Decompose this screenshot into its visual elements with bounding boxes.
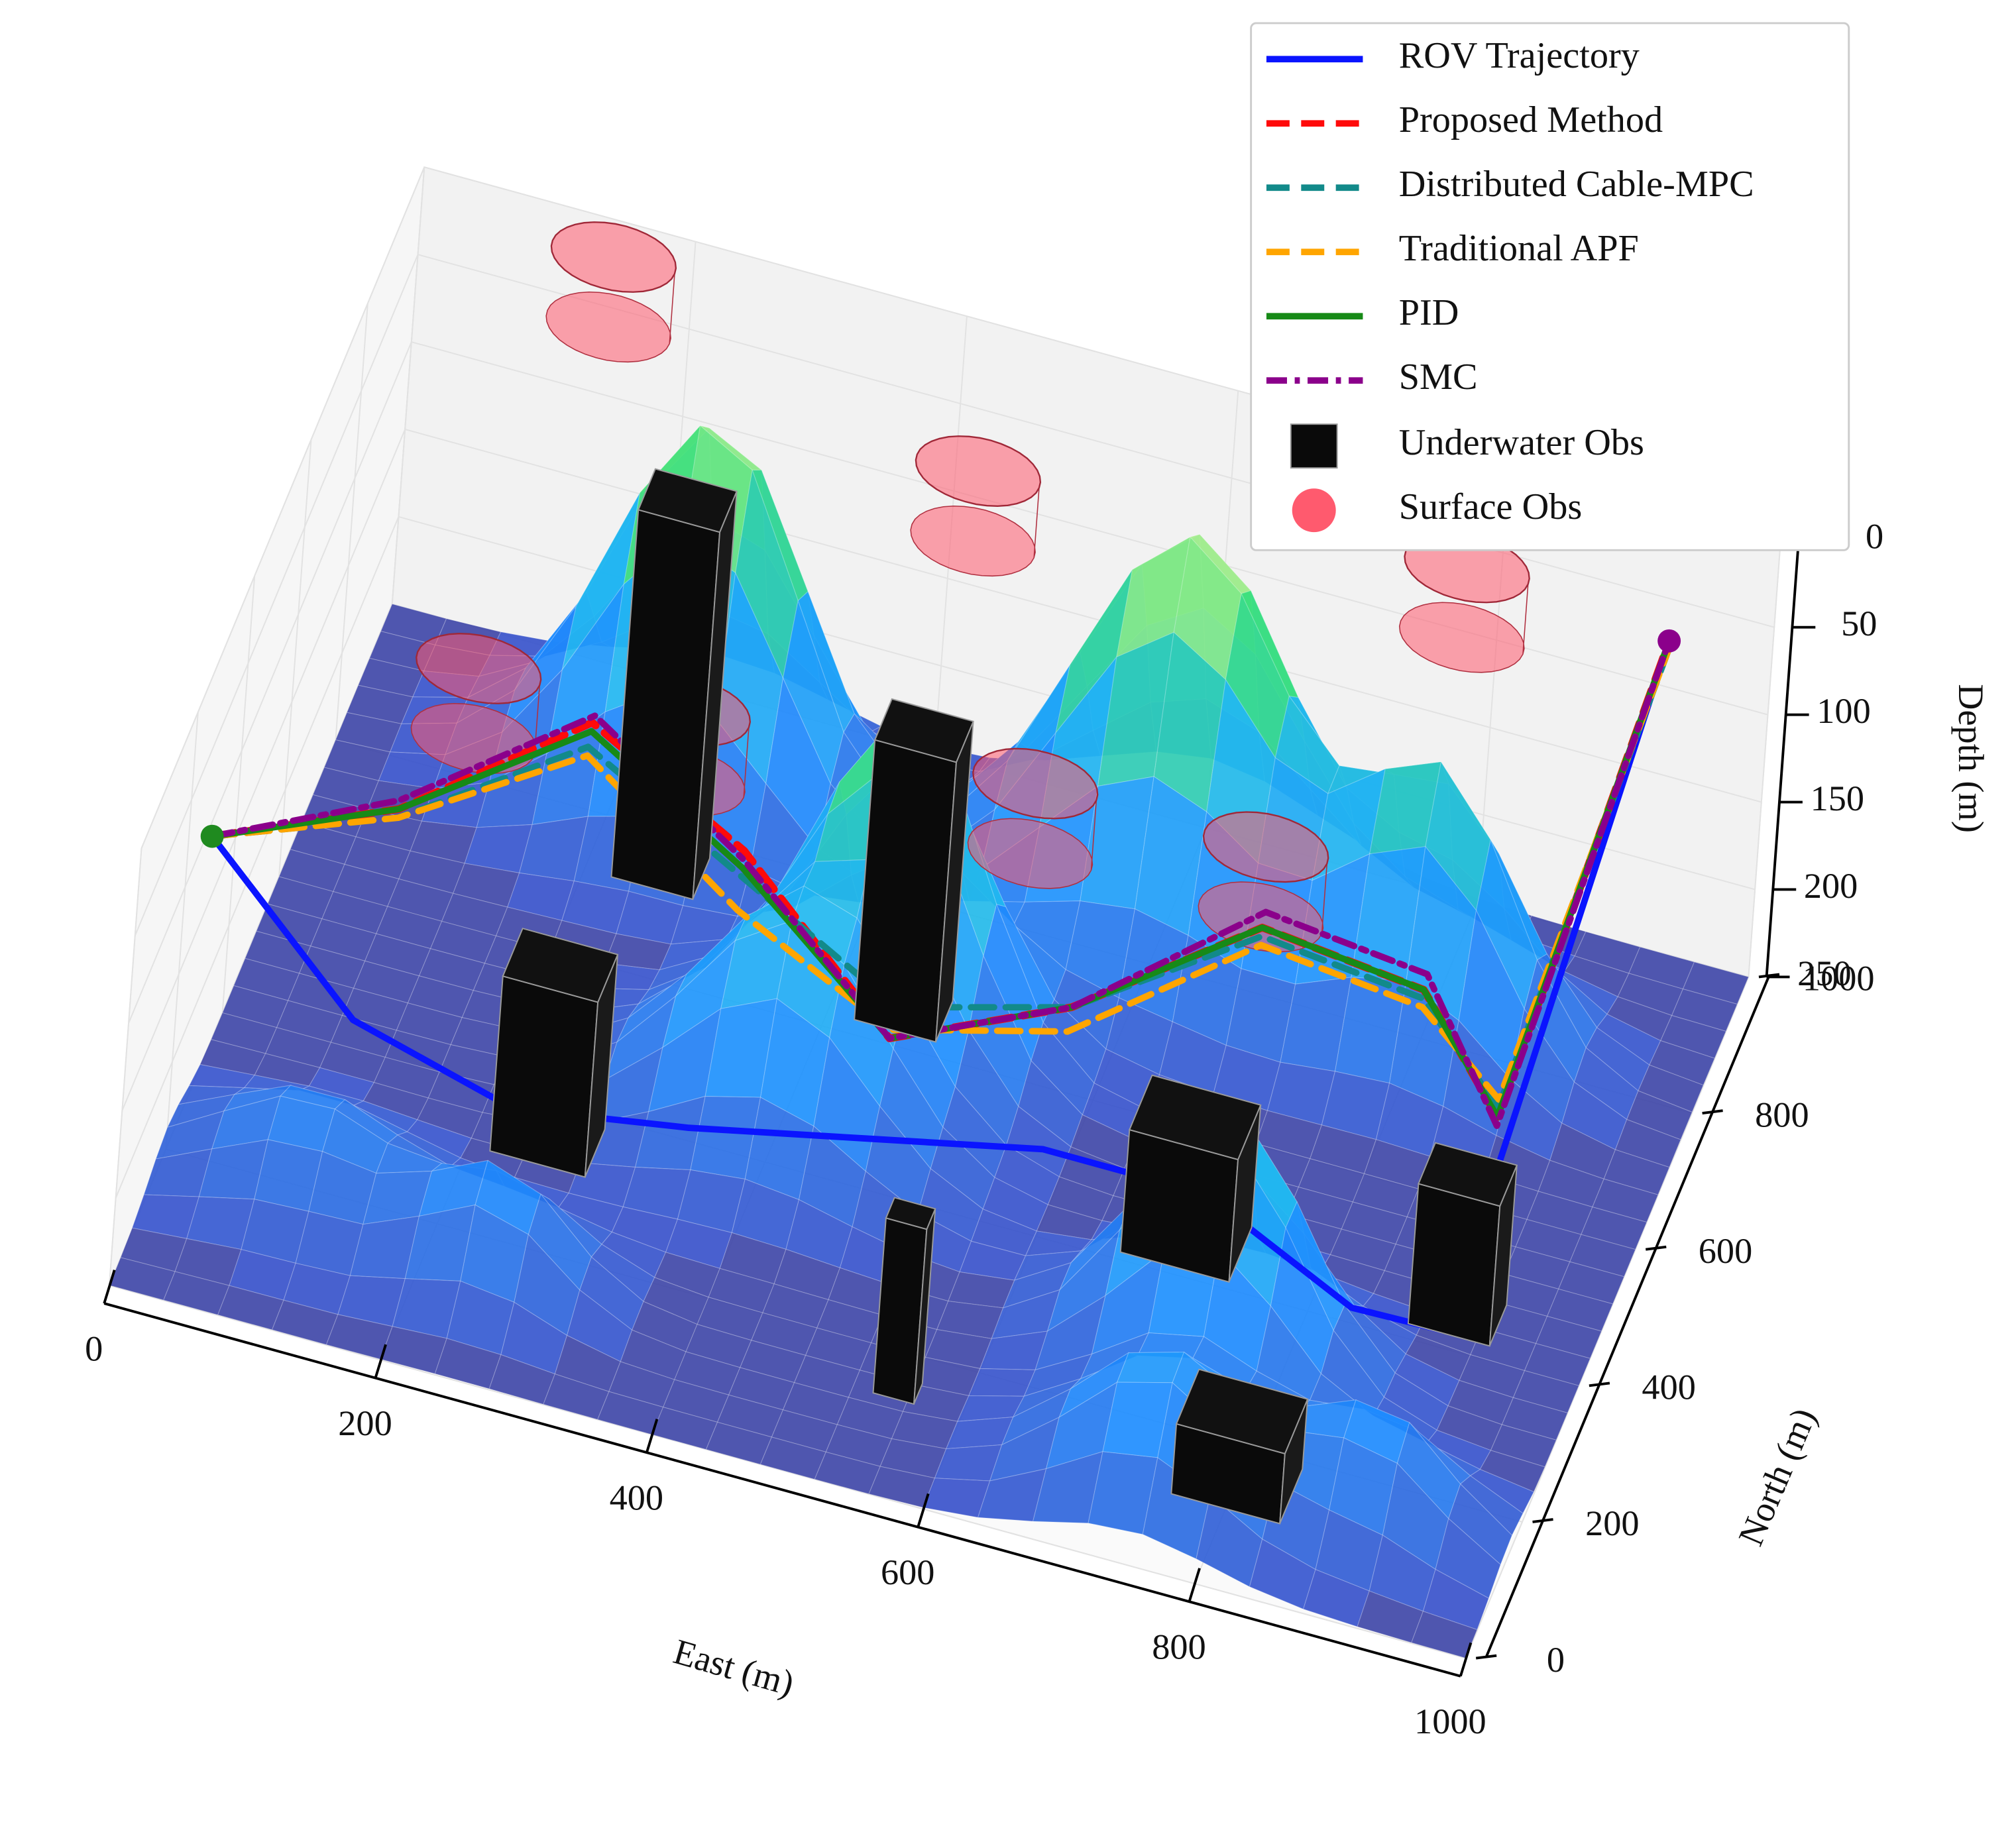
x-tick	[374, 1344, 387, 1379]
y-tick-label: 1000	[1803, 959, 1875, 999]
floor-cell	[1512, 1370, 1580, 1414]
y-axis-label: North (m)	[1731, 1402, 1824, 1551]
grid-line	[134, 254, 419, 936]
x-tick	[1188, 1568, 1201, 1602]
y-tick-label: 600	[1699, 1231, 1752, 1271]
legend-label: ROV Trajectory	[1399, 35, 1640, 76]
grid-line	[115, 516, 400, 1199]
z-axis-line	[1765, 539, 1801, 977]
plot-objects	[200, 221, 1681, 1525]
x-tick-label: 200	[338, 1403, 392, 1443]
legend-swatch	[1292, 488, 1336, 533]
floor-cell	[1479, 1450, 1545, 1493]
floor-cell	[1546, 1288, 1614, 1332]
z-tick-label: 150	[1811, 779, 1864, 818]
floor-cell	[1626, 1090, 1693, 1140]
z-tick-label: 250	[1797, 953, 1851, 993]
terrain-cell	[1422, 1568, 1490, 1631]
grid-line	[278, 439, 312, 877]
z-tick-label: 0	[1866, 516, 1883, 556]
grid-line	[411, 341, 1768, 716]
underwater-obstacle-top	[873, 698, 974, 763]
terrain-cell	[1469, 1468, 1535, 1514]
grid-line	[391, 167, 425, 604]
surface-obstacle-top	[915, 435, 1042, 507]
grid-line	[121, 429, 406, 1111]
underwater-obstacle-top	[1129, 1074, 1262, 1161]
grid-line	[1748, 539, 1781, 977]
legend-frame	[1250, 22, 1850, 551]
underwater-obstacle-top	[637, 468, 738, 533]
y-tick-label: 400	[1642, 1368, 1695, 1407]
x-tick	[645, 1419, 659, 1453]
y-axis-line	[1484, 975, 1771, 1658]
surface-obstacle-top	[972, 747, 1099, 820]
grid-line	[140, 166, 425, 849]
legend-label: PID	[1399, 292, 1459, 333]
z-tick-label: 50	[1841, 604, 1877, 643]
y-tick-label: 0	[1547, 1640, 1565, 1680]
floor-cell	[1592, 1178, 1659, 1223]
x-axis-line	[103, 1302, 1461, 1678]
legend-label: Proposed Method	[1399, 99, 1663, 140]
legend: ROV Trajectory Proposed Method Distributed…	[1250, 22, 1850, 551]
floor-cell	[1501, 1397, 1569, 1441]
y-tick-label: 200	[1585, 1503, 1639, 1543]
floor-cell	[1524, 1342, 1591, 1387]
x-tick-label: 0	[85, 1328, 103, 1368]
grid-line	[335, 303, 368, 741]
z-tick-label: 200	[1804, 866, 1858, 906]
x-tick-label: 600	[881, 1552, 934, 1592]
underwater-obstacle-top	[885, 1197, 936, 1230]
terrain-cell	[1448, 1483, 1513, 1566]
axes: 0 200 400 600 800 1000 0 200 400 600 800 1000 0 50 100…	[85, 516, 1883, 1741]
grid-line	[221, 576, 256, 1013]
terrain-cell	[968, 1368, 1036, 1397]
x-tick-label: 800	[1152, 1627, 1205, 1666]
grid-line	[128, 341, 412, 1024]
trajectory-line	[209, 637, 1673, 1129]
z-tick-label: 100	[1817, 691, 1870, 731]
trajectory-line	[209, 637, 1673, 1334]
end-point	[1657, 629, 1681, 653]
floor-cell	[1411, 1611, 1478, 1659]
legend-label: Surface Obs	[1399, 486, 1582, 527]
z-axis-label: Depth (m)	[1951, 684, 1991, 833]
underwater-obstacle-front	[1407, 1183, 1501, 1347]
x-tick-label: 1000	[1414, 1702, 1486, 1741]
x-tick-label: 400	[610, 1478, 663, 1517]
surface-obstacle-top	[550, 221, 677, 293]
grid-line	[404, 429, 1762, 803]
x-axis-label: East (m)	[669, 1631, 799, 1704]
x-tick	[1459, 1642, 1473, 1677]
legend-swatch	[1290, 423, 1338, 469]
y-tick-label: 800	[1755, 1095, 1809, 1134]
floor-cell	[1557, 1261, 1625, 1305]
start-point	[200, 824, 224, 848]
floor-cell	[1682, 961, 1750, 1005]
floor-cell	[1569, 1234, 1636, 1277]
legend-label: SMC	[1399, 356, 1478, 398]
grid-line	[108, 848, 142, 1286]
underwater-obstacle-front	[489, 975, 599, 1178]
floor-cell	[1535, 1315, 1602, 1359]
trajectory-line	[209, 646, 1672, 1103]
surface-obstacle-top	[1202, 811, 1329, 883]
x-tick	[103, 1270, 116, 1304]
legend-label: Traditional APF	[1399, 228, 1639, 269]
grid-line	[165, 712, 199, 1150]
legend-label: Distributed Cable-MPC	[1399, 164, 1754, 205]
underwater-obstacle-top	[1175, 1368, 1309, 1455]
legend-label: Underwater Obs	[1399, 422, 1644, 463]
x-tick	[917, 1493, 930, 1528]
underwater-obstacle-top	[1418, 1142, 1518, 1207]
terrain-surface	[109, 424, 1750, 1659]
surface-obstacle-top	[416, 633, 542, 704]
underwater-obstacle-top	[502, 928, 619, 1003]
